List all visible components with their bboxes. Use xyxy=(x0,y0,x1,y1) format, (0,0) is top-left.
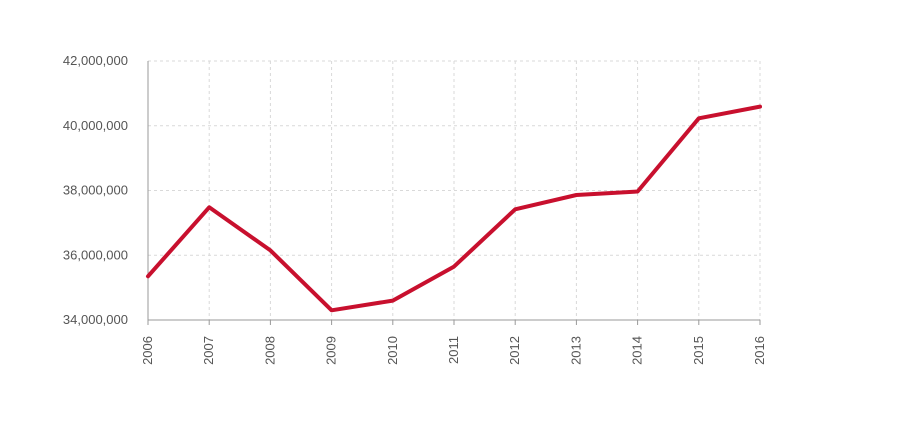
x-tick-label: 2014 xyxy=(630,336,645,365)
x-tick-label: 2008 xyxy=(262,336,277,365)
x-tick-label: 2011 xyxy=(446,336,461,364)
x-tick-label: 2015 xyxy=(691,336,706,365)
y-tick-label: 34,000,000 xyxy=(63,312,128,327)
x-axis-ticks: 2006 2007 2008 2009 2010 2011 2012 2013 2014 2015… xyxy=(140,320,767,365)
x-tick-label: 2007 xyxy=(201,336,216,365)
x-tick-label: 2016 xyxy=(752,336,767,365)
series-layer xyxy=(146,104,762,313)
x-tick-label: 2006 xyxy=(140,336,155,365)
x-tick-label: 2009 xyxy=(324,336,339,365)
x-tick-label: 2013 xyxy=(568,336,583,365)
gridlines xyxy=(148,60,761,320)
y-tick-label: 42,000,000 xyxy=(63,53,128,68)
y-axis-ticks: 34,000,000 36,000,000 38,000,000 40,000,000… xyxy=(63,53,128,327)
x-tick-label: 2010 xyxy=(385,336,400,365)
series-line xyxy=(146,104,762,313)
x-tick-label: 2012 xyxy=(507,336,522,365)
y-tick-label: 36,000,000 xyxy=(63,247,128,262)
y-tick-label: 40,000,000 xyxy=(63,118,128,133)
y-tick-label: 38,000,000 xyxy=(63,183,128,198)
